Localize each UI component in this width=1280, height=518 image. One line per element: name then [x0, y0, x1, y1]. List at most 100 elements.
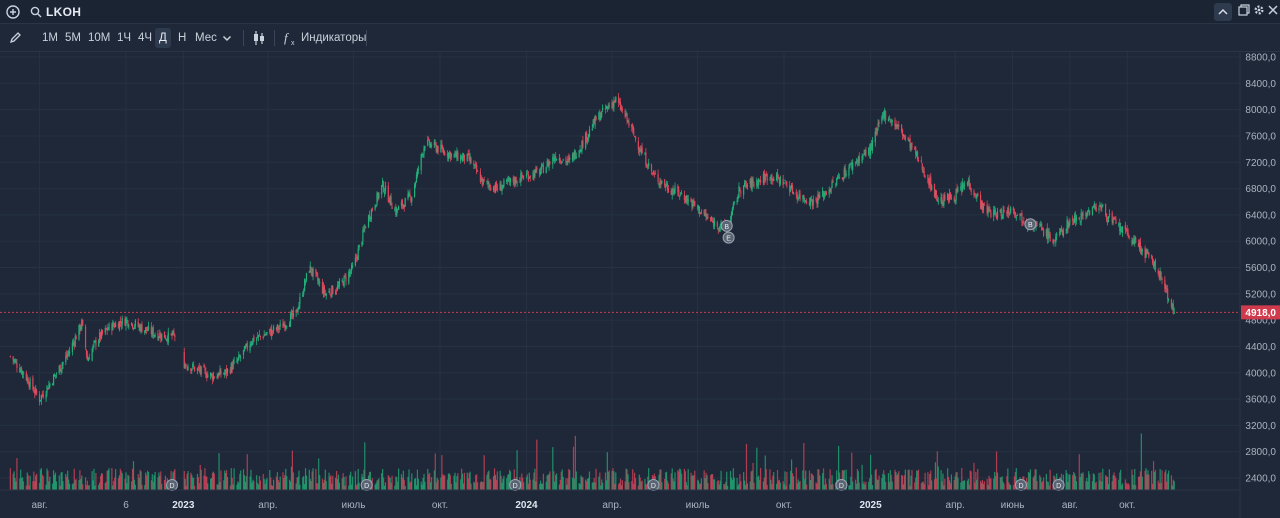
timeframe-day[interactable]: Д — [155, 28, 171, 48]
candle-body — [40, 395, 42, 401]
candle-body — [1166, 289, 1168, 291]
volume-bar — [740, 481, 742, 490]
search-icon[interactable] — [30, 6, 42, 18]
candle-body — [571, 154, 574, 160]
volume-bar — [536, 439, 538, 490]
volume-bar — [437, 479, 439, 490]
candle-body — [1107, 216, 1110, 223]
volume-bar — [594, 482, 596, 490]
candle-body — [206, 376, 208, 378]
candle-body — [272, 330, 274, 332]
pencil-icon[interactable] — [8, 31, 22, 45]
candle-body — [468, 153, 470, 160]
volume-bar — [677, 470, 679, 490]
gear-icon[interactable] — [1251, 4, 1267, 20]
candle-body — [565, 158, 567, 163]
timeframe-week[interactable]: Н — [178, 32, 187, 44]
candle-body — [1078, 217, 1080, 220]
volume-bar — [384, 482, 387, 490]
candle-body — [117, 323, 120, 329]
volume-bar — [792, 476, 795, 490]
volume-bar — [91, 471, 93, 490]
candle-body — [384, 185, 387, 192]
candle-body — [303, 290, 305, 295]
volume-bar — [316, 483, 318, 490]
volume-bar — [495, 479, 497, 490]
volume-bar — [894, 469, 896, 490]
volume-bar — [470, 483, 472, 490]
candle-body — [381, 185, 383, 195]
event-marker[interactable] — [1024, 218, 1037, 231]
volume-bar — [52, 470, 55, 490]
volume-bar — [783, 483, 785, 490]
volume-bar — [569, 470, 571, 490]
restore-window-icon[interactable] — [1236, 4, 1252, 20]
candle-body — [838, 177, 840, 179]
ticker-symbol[interactable]: LKOH — [46, 5, 82, 19]
volume-bar — [47, 470, 49, 490]
volume-bar — [758, 475, 760, 490]
candle-body — [732, 203, 734, 209]
candle-body — [1086, 215, 1088, 217]
close-icon[interactable] — [1265, 4, 1280, 20]
chevron-down-icon[interactable] — [221, 32, 233, 44]
volume-bar — [916, 471, 919, 490]
candle-body — [881, 117, 883, 123]
timeframe-4h[interactable]: 4Ч — [138, 32, 153, 44]
candle-body — [140, 324, 142, 331]
candle-body — [685, 196, 687, 203]
volume-bar — [1075, 481, 1078, 490]
candle-body — [342, 281, 344, 286]
volume-bar — [288, 479, 291, 490]
y-tick-label: 5200,0 — [1245, 289, 1276, 300]
candle-body — [888, 118, 890, 121]
candle-body — [568, 157, 570, 159]
volume-bar — [100, 473, 103, 490]
timeframe-10m[interactable]: 10M — [88, 32, 111, 44]
candle-body — [1020, 213, 1022, 215]
candle-body — [329, 292, 331, 294]
candle-body — [874, 131, 876, 143]
price-chart[interactable]: D D D D D DBEBD8800,08400,08000,07600,07200,0… — [0, 52, 1280, 518]
volume-bar — [395, 476, 397, 490]
candle-body — [479, 172, 482, 183]
candle-body — [486, 181, 488, 183]
collapse-button[interactable] — [1214, 3, 1232, 21]
volume-bar — [539, 480, 542, 490]
candle-body — [1062, 230, 1064, 237]
candle-body — [335, 290, 338, 292]
candle-body — [258, 334, 261, 336]
toolbar-divider — [274, 30, 275, 46]
candle-body — [75, 336, 77, 340]
add-icon[interactable] — [6, 5, 20, 19]
event-marker[interactable] — [720, 219, 733, 232]
timeframe-5m[interactable]: 5M — [65, 32, 81, 44]
candle-body — [759, 179, 761, 181]
candle-body — [720, 221, 722, 226]
candle-body — [466, 153, 468, 162]
candle-body — [1003, 209, 1005, 211]
candle-body — [779, 176, 781, 185]
candle-body — [653, 173, 655, 175]
candle-body — [509, 178, 512, 183]
candle-body — [480, 178, 482, 182]
candle-body — [935, 190, 937, 199]
candle-body — [546, 161, 548, 167]
volume-bar — [147, 470, 149, 490]
candle-body — [38, 394, 41, 403]
volume-bar — [861, 464, 863, 490]
candle-body — [604, 108, 607, 110]
volume-bar — [961, 468, 963, 490]
timeframe-1h[interactable]: 1Ч — [117, 32, 132, 44]
indicators-button[interactable]: Индикаторы — [301, 32, 367, 44]
x-tick-label: 2024 — [515, 500, 538, 511]
volume-bar — [943, 485, 945, 490]
candle-body — [421, 153, 423, 155]
timeframe-1m[interactable]: 1M — [42, 32, 58, 44]
candlestick-icon[interactable] — [252, 30, 266, 46]
candle-body — [904, 137, 906, 139]
event-marker[interactable] — [722, 231, 735, 244]
volume-bar — [1172, 479, 1174, 490]
timeframe-month[interactable]: Мес — [195, 32, 217, 44]
